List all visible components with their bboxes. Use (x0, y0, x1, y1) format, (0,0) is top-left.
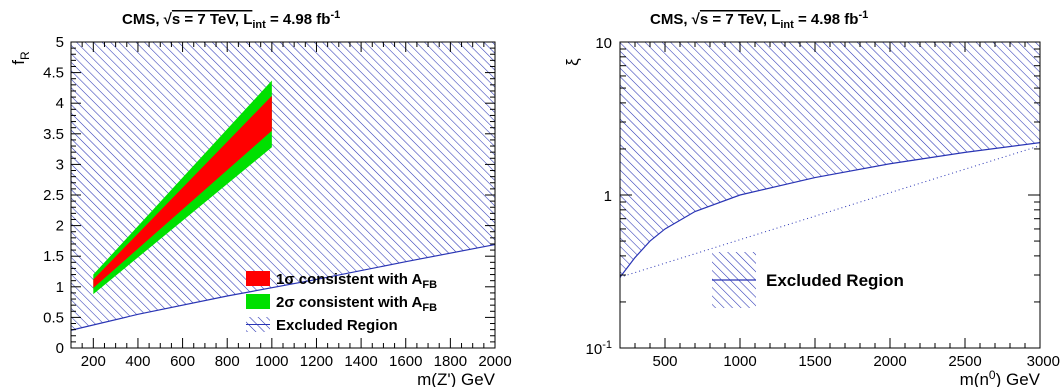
x-tick-label: 2000 (478, 353, 511, 370)
x-tick-label: 1000 (255, 353, 288, 370)
band-1sigma (93, 95, 272, 289)
x-tick-label: 3000 (1027, 353, 1060, 370)
dotted-line (619, 145, 1041, 278)
legend-swatch-2sigma (246, 294, 270, 309)
left-chart: CMS, √s = 7 TeV, Lint = 4.98 fb-1 200 400… (9, 9, 512, 387)
x-tick-label: 2500 (948, 353, 981, 370)
left-x-axis-label: m(Z') GeV (417, 370, 496, 387)
y-tick-label: 3.5 (43, 126, 64, 143)
y-tick-label: 1 (56, 279, 64, 296)
y-tick-label: 0.5 (43, 309, 64, 326)
excluded-boundary-right (619, 142, 1041, 278)
legend-label-excluded: Excluded Region (276, 317, 398, 334)
x-tick-label: 1800 (434, 353, 467, 370)
x-tick-label: 800 (215, 353, 240, 370)
right-y-axis-label: ξ (563, 58, 582, 66)
left-y-axis-label: fR (9, 51, 32, 65)
right-plot-area (619, 42, 1041, 278)
x-tick-label: 600 (170, 353, 195, 370)
x-tick-label: 200 (81, 353, 106, 370)
y-tick-label: 2 (56, 218, 64, 235)
right-y-ticks: 10-1 1 10 (586, 35, 1040, 358)
excluded-region (71, 42, 495, 331)
excluded-boundary (70, 243, 496, 331)
x-tick-label: 1500 (798, 353, 831, 370)
svg-text:fR: fR (9, 51, 32, 65)
y-tick-label: 10-1 (586, 339, 612, 358)
svg-text:CMS, √s = 7 TeV, Lint = 4.98 f: CMS, √s = 7 TeV, Lint = 4.98 fb-1 (122, 9, 340, 31)
left-title: CMS, √s = 7 TeV, Lint = 4.98 fb-1 (122, 9, 340, 31)
right-x-axis-label: m(n0) GeV (960, 368, 1041, 387)
x-tick-label: 1400 (344, 353, 377, 370)
legend-label-1sigma: 1σ consistent with AFB (276, 271, 437, 291)
y-tick-label: 4 (56, 95, 64, 112)
right-x-ticks: 500 1000 1500 2000 2500 3000 (619, 42, 1060, 370)
left-legend: 1σ consistent with AFB 2σ consistent wit… (246, 271, 437, 334)
x-tick-label: 1600 (389, 353, 422, 370)
y-tick-label: 3 (56, 156, 64, 173)
right-title: CMS, √s = 7 TeV, Lint = 4.98 fb-1 (650, 9, 868, 31)
y-tick-label: 5 (56, 34, 64, 51)
excluded-region-right (620, 42, 1040, 278)
x-tick-label: 1000 (723, 353, 756, 370)
left-y-ticks: 0 0.5 1 1.5 2 2.5 3 3.5 4 4.5 5 (43, 34, 495, 357)
x-tick-label: 400 (125, 353, 150, 370)
y-tick-label: 0 (56, 340, 64, 357)
y-tick-label: 10 (595, 35, 612, 52)
legend-label-excluded-right: Excluded Region (766, 271, 904, 290)
right-chart: CMS, √s = 7 TeV, Lint = 4.98 fb-1 500 100… (563, 9, 1060, 387)
y-tick-label: 1.5 (43, 248, 64, 265)
svg-text:CMS, √s = 7 TeV, Lint = 4.98 f: CMS, √s = 7 TeV, Lint = 4.98 fb-1 (650, 9, 868, 31)
x-tick-label: 2000 (873, 353, 906, 370)
y-tick-label: 1 (604, 188, 612, 205)
right-legend: Excluded Region (712, 252, 904, 308)
legend-swatch-1sigma (246, 271, 270, 286)
x-tick-label: 1200 (300, 353, 333, 370)
y-tick-label: 4.5 (43, 65, 64, 82)
left-plot-area (70, 42, 496, 331)
legend-label-2sigma: 2σ consistent with AFB (276, 294, 437, 314)
x-tick-label: 500 (652, 353, 677, 370)
left-x-ticks: 200 400 600 800 1000 1200 1400 1600 1800 2000 (70, 42, 512, 370)
y-tick-label: 2.5 (43, 187, 64, 204)
